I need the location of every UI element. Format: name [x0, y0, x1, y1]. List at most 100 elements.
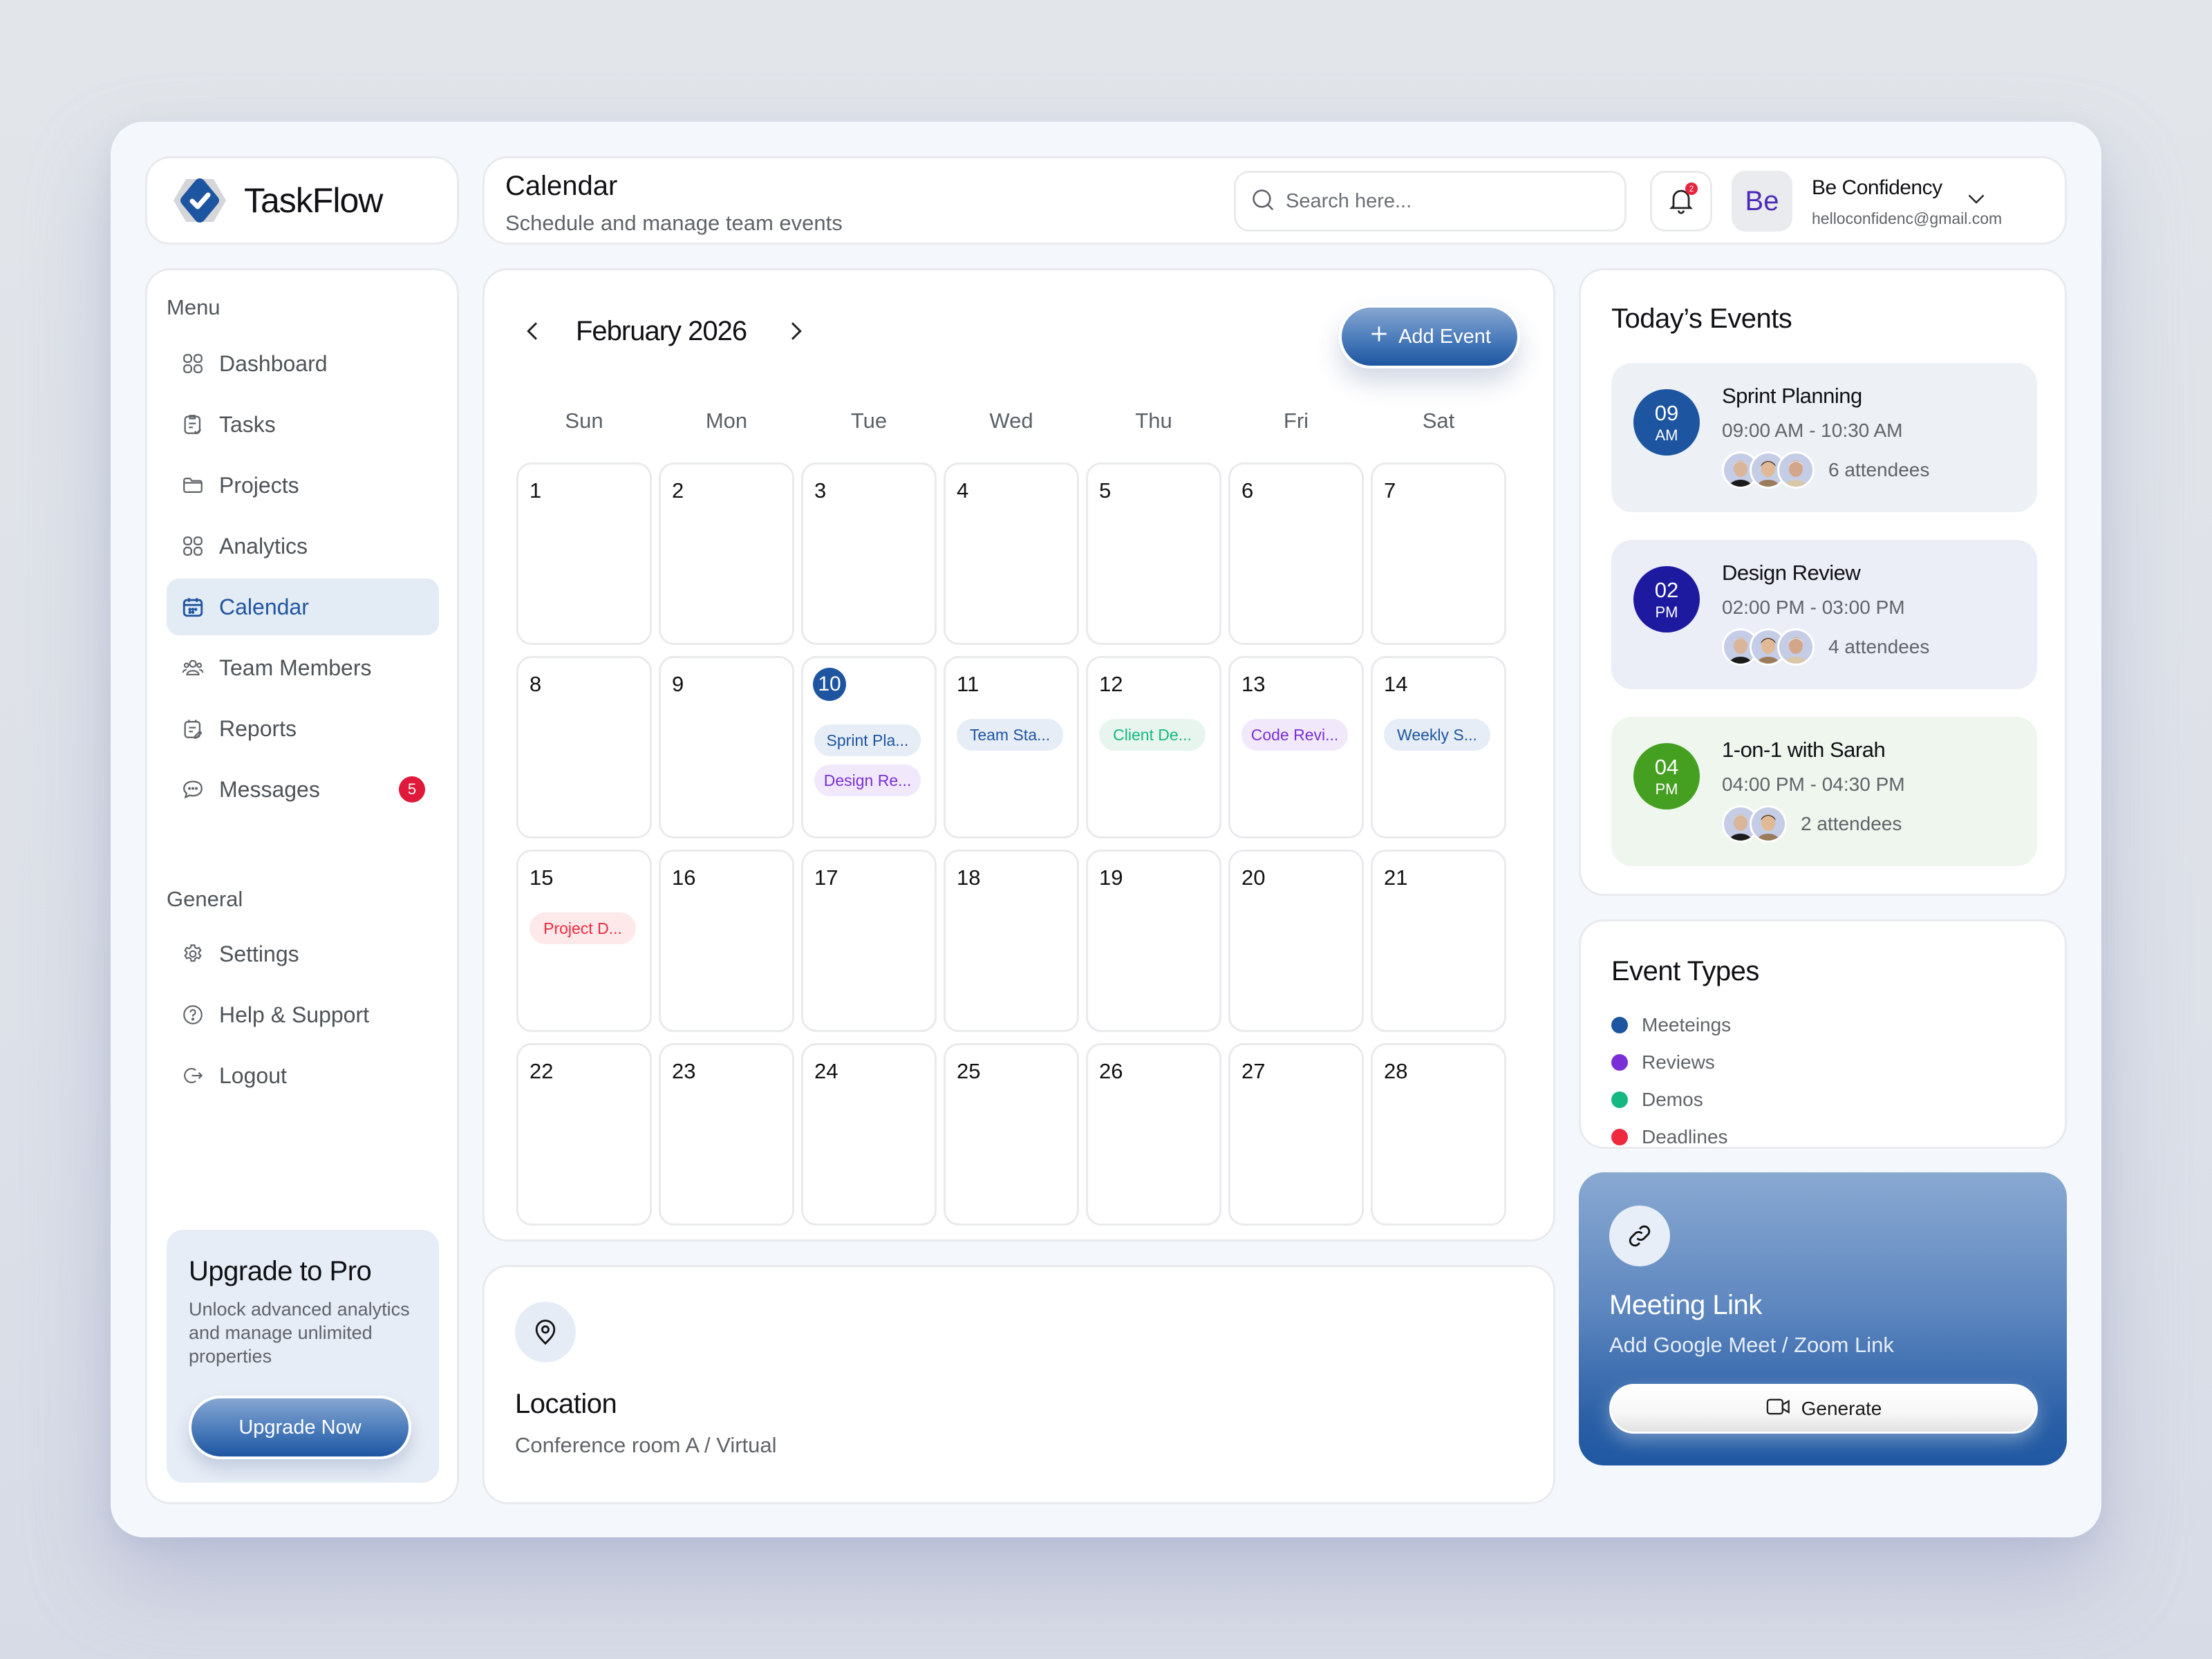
- weekday-header: Wed: [989, 409, 1033, 433]
- add-event-button[interactable]: Add Event: [1339, 305, 1520, 368]
- calendar-day-cell[interactable]: 6: [1228, 462, 1364, 645]
- notifications-button[interactable]: 2: [1650, 171, 1712, 232]
- upgrade-card: Upgrade to Pro Unlock advanced analytics…: [167, 1230, 439, 1483]
- calendar-day-cell[interactable]: 1: [516, 462, 652, 645]
- attendee-avatar: [1750, 805, 1787, 843]
- sidebar-item-help-support[interactable]: Help & Support: [167, 986, 439, 1043]
- map-pin-icon: [515, 1302, 576, 1362]
- sidebar-item-calendar[interactable]: Calendar: [167, 579, 439, 635]
- folder-icon: [180, 473, 205, 498]
- sidebar-item-label: Messages: [219, 776, 320, 802]
- calendar-day-cell[interactable]: 19: [1086, 850, 1221, 1032]
- calendar-day-cell[interactable]: 21: [1371, 850, 1506, 1032]
- chevron-down-icon[interactable]: [1964, 186, 1989, 214]
- sidebar-item-settings[interactable]: Settings: [167, 926, 439, 982]
- attendee-count: 4 attendees: [1828, 636, 1930, 657]
- calendar-day-cell[interactable]: 11 Team Sta...: [944, 656, 1079, 838]
- day-number: 22: [529, 1059, 554, 1083]
- color-dot-icon: [1611, 1017, 1628, 1033]
- event-chip-review[interactable]: Design Re...: [814, 765, 921, 796]
- search-input[interactable]: [1286, 189, 1604, 213]
- calendar-day-cell[interactable]: 18: [944, 850, 1079, 1032]
- logo-icon: [172, 176, 227, 225]
- event-chip-demo[interactable]: Client De...: [1099, 719, 1206, 751]
- day-number: 19: [1099, 865, 1123, 890]
- event-time-range: 02:00 PM - 03:00 PM: [1722, 597, 1905, 618]
- calendar-day-cell[interactable]: 3: [801, 462, 937, 645]
- day-number: 25: [957, 1059, 981, 1083]
- attendee-avatar: [1750, 451, 1787, 489]
- sidebar-item-team-members[interactable]: Team Members: [167, 639, 439, 696]
- calendar-day-cell[interactable]: 17: [801, 850, 937, 1032]
- today-event-item[interactable]: 09 AM Sprint Planning 09:00 AM - 10:30 A…: [1611, 363, 2037, 512]
- event-chip-review[interactable]: Code Revi...: [1241, 719, 1348, 751]
- user-avatar[interactable]: Be: [1732, 171, 1792, 232]
- sidebar-item-label: Help & Support: [219, 1002, 370, 1027]
- sidebar-item-label: Projects: [219, 472, 299, 498]
- logo-card: TaskFlow: [145, 156, 459, 245]
- sidebar-item-reports[interactable]: Reports: [167, 700, 439, 757]
- sidebar-item-label: Calendar: [219, 594, 309, 619]
- calendar-day-cell[interactable]: 5: [1086, 462, 1221, 645]
- calendar-day-cell[interactable]: 24: [801, 1043, 937, 1226]
- day-number: 23: [672, 1059, 696, 1083]
- calendar-day-cell[interactable]: 4: [944, 462, 1079, 645]
- search-box[interactable]: [1234, 171, 1627, 232]
- sidebar-item-analytics[interactable]: Analytics: [167, 518, 439, 574]
- event-title: Design Review: [1722, 561, 1861, 585]
- weekday-header: Sat: [1422, 409, 1455, 433]
- sidebar-item-projects[interactable]: Projects: [167, 457, 439, 514]
- event-period: PM: [1655, 780, 1678, 798]
- calendar-day-cell[interactable]: 13 Code Revi...: [1228, 656, 1364, 838]
- calendar-day-cell[interactable]: 7: [1371, 462, 1506, 645]
- meeting-link-subtitle: Add Google Meet / Zoom Link: [1609, 1333, 1894, 1357]
- location-title: Location: [515, 1389, 617, 1419]
- event-period: AM: [1655, 426, 1678, 444]
- attendee-avatar: [1777, 628, 1815, 666]
- calendar-day-cell[interactable]: 23: [659, 1043, 794, 1226]
- calendar-day-cell[interactable]: 25: [944, 1043, 1079, 1226]
- sidebar-item-tasks[interactable]: Tasks: [167, 396, 439, 453]
- weekday-header: Fri: [1283, 409, 1309, 433]
- calendar-day-cell[interactable]: 26: [1086, 1043, 1221, 1226]
- calendar-day-cell[interactable]: 28: [1371, 1043, 1506, 1226]
- event-chip-meeting[interactable]: Team Sta...: [957, 719, 1063, 751]
- today-event-item[interactable]: 02 PM Design Review 02:00 PM - 03:00 PM …: [1611, 540, 2037, 689]
- event-type-item: Demos: [1611, 1089, 1703, 1111]
- chevron-left-icon[interactable]: [519, 317, 547, 348]
- logout-icon: [180, 1063, 205, 1088]
- calendar-day-cell[interactable]: 15 Project D...: [516, 850, 652, 1032]
- sidebar-item-messages[interactable]: Messages 5: [167, 761, 439, 818]
- weekday-header: Thu: [1135, 409, 1172, 433]
- day-number: 7: [1384, 478, 1396, 503]
- color-dot-icon: [1611, 1091, 1628, 1108]
- chevron-right-icon[interactable]: [782, 317, 809, 348]
- calendar-day-cell[interactable]: 16: [659, 850, 794, 1032]
- calendar-day-cell[interactable]: 2: [659, 462, 794, 645]
- calendar-day-cell[interactable]: 22: [516, 1043, 652, 1226]
- calendar-day-cell[interactable]: 14 Weekly S...: [1371, 656, 1506, 838]
- calendar-day-cell[interactable]: 20: [1228, 850, 1364, 1032]
- calendar-day-cell[interactable]: 12 Client De...: [1086, 656, 1221, 838]
- today-event-item[interactable]: 04 PM 1-on-1 with Sarah 04:00 PM - 04:30…: [1611, 717, 2037, 866]
- calendar-day-cell[interactable]: 27: [1228, 1043, 1364, 1226]
- event-types-title: Event Types: [1611, 956, 1759, 986]
- page-subtitle: Schedule and manage team events: [505, 211, 843, 235]
- generate-link-button[interactable]: Generate: [1609, 1384, 2038, 1434]
- calendar-day-cell[interactable]: 8: [516, 656, 652, 838]
- weekday-header: Sun: [565, 409, 603, 433]
- event-type-item: Reviews: [1611, 1051, 1715, 1074]
- event-chip-meeting[interactable]: Sprint Pla...: [814, 724, 921, 756]
- today-day-number: 10: [813, 668, 846, 701]
- calendar-day-cell[interactable]: 9: [659, 656, 794, 838]
- sidebar-item-logout[interactable]: Logout: [167, 1047, 439, 1104]
- upgrade-title: Upgrade to Pro: [189, 1256, 372, 1286]
- help-icon: [180, 1002, 205, 1027]
- upgrade-now-button[interactable]: Upgrade Now: [189, 1396, 411, 1459]
- sidebar-item-label: Analytics: [219, 533, 308, 559]
- event-chip-deadline[interactable]: Project D...: [529, 912, 636, 944]
- sidebar-item-dashboard[interactable]: Dashboard: [167, 335, 439, 392]
- calendar-day-cell[interactable]: 10 Sprint Pla... Design Re...: [801, 656, 937, 838]
- event-type-label: Deadlines: [1642, 1126, 1728, 1147]
- event-chip-meeting[interactable]: Weekly S...: [1384, 719, 1490, 751]
